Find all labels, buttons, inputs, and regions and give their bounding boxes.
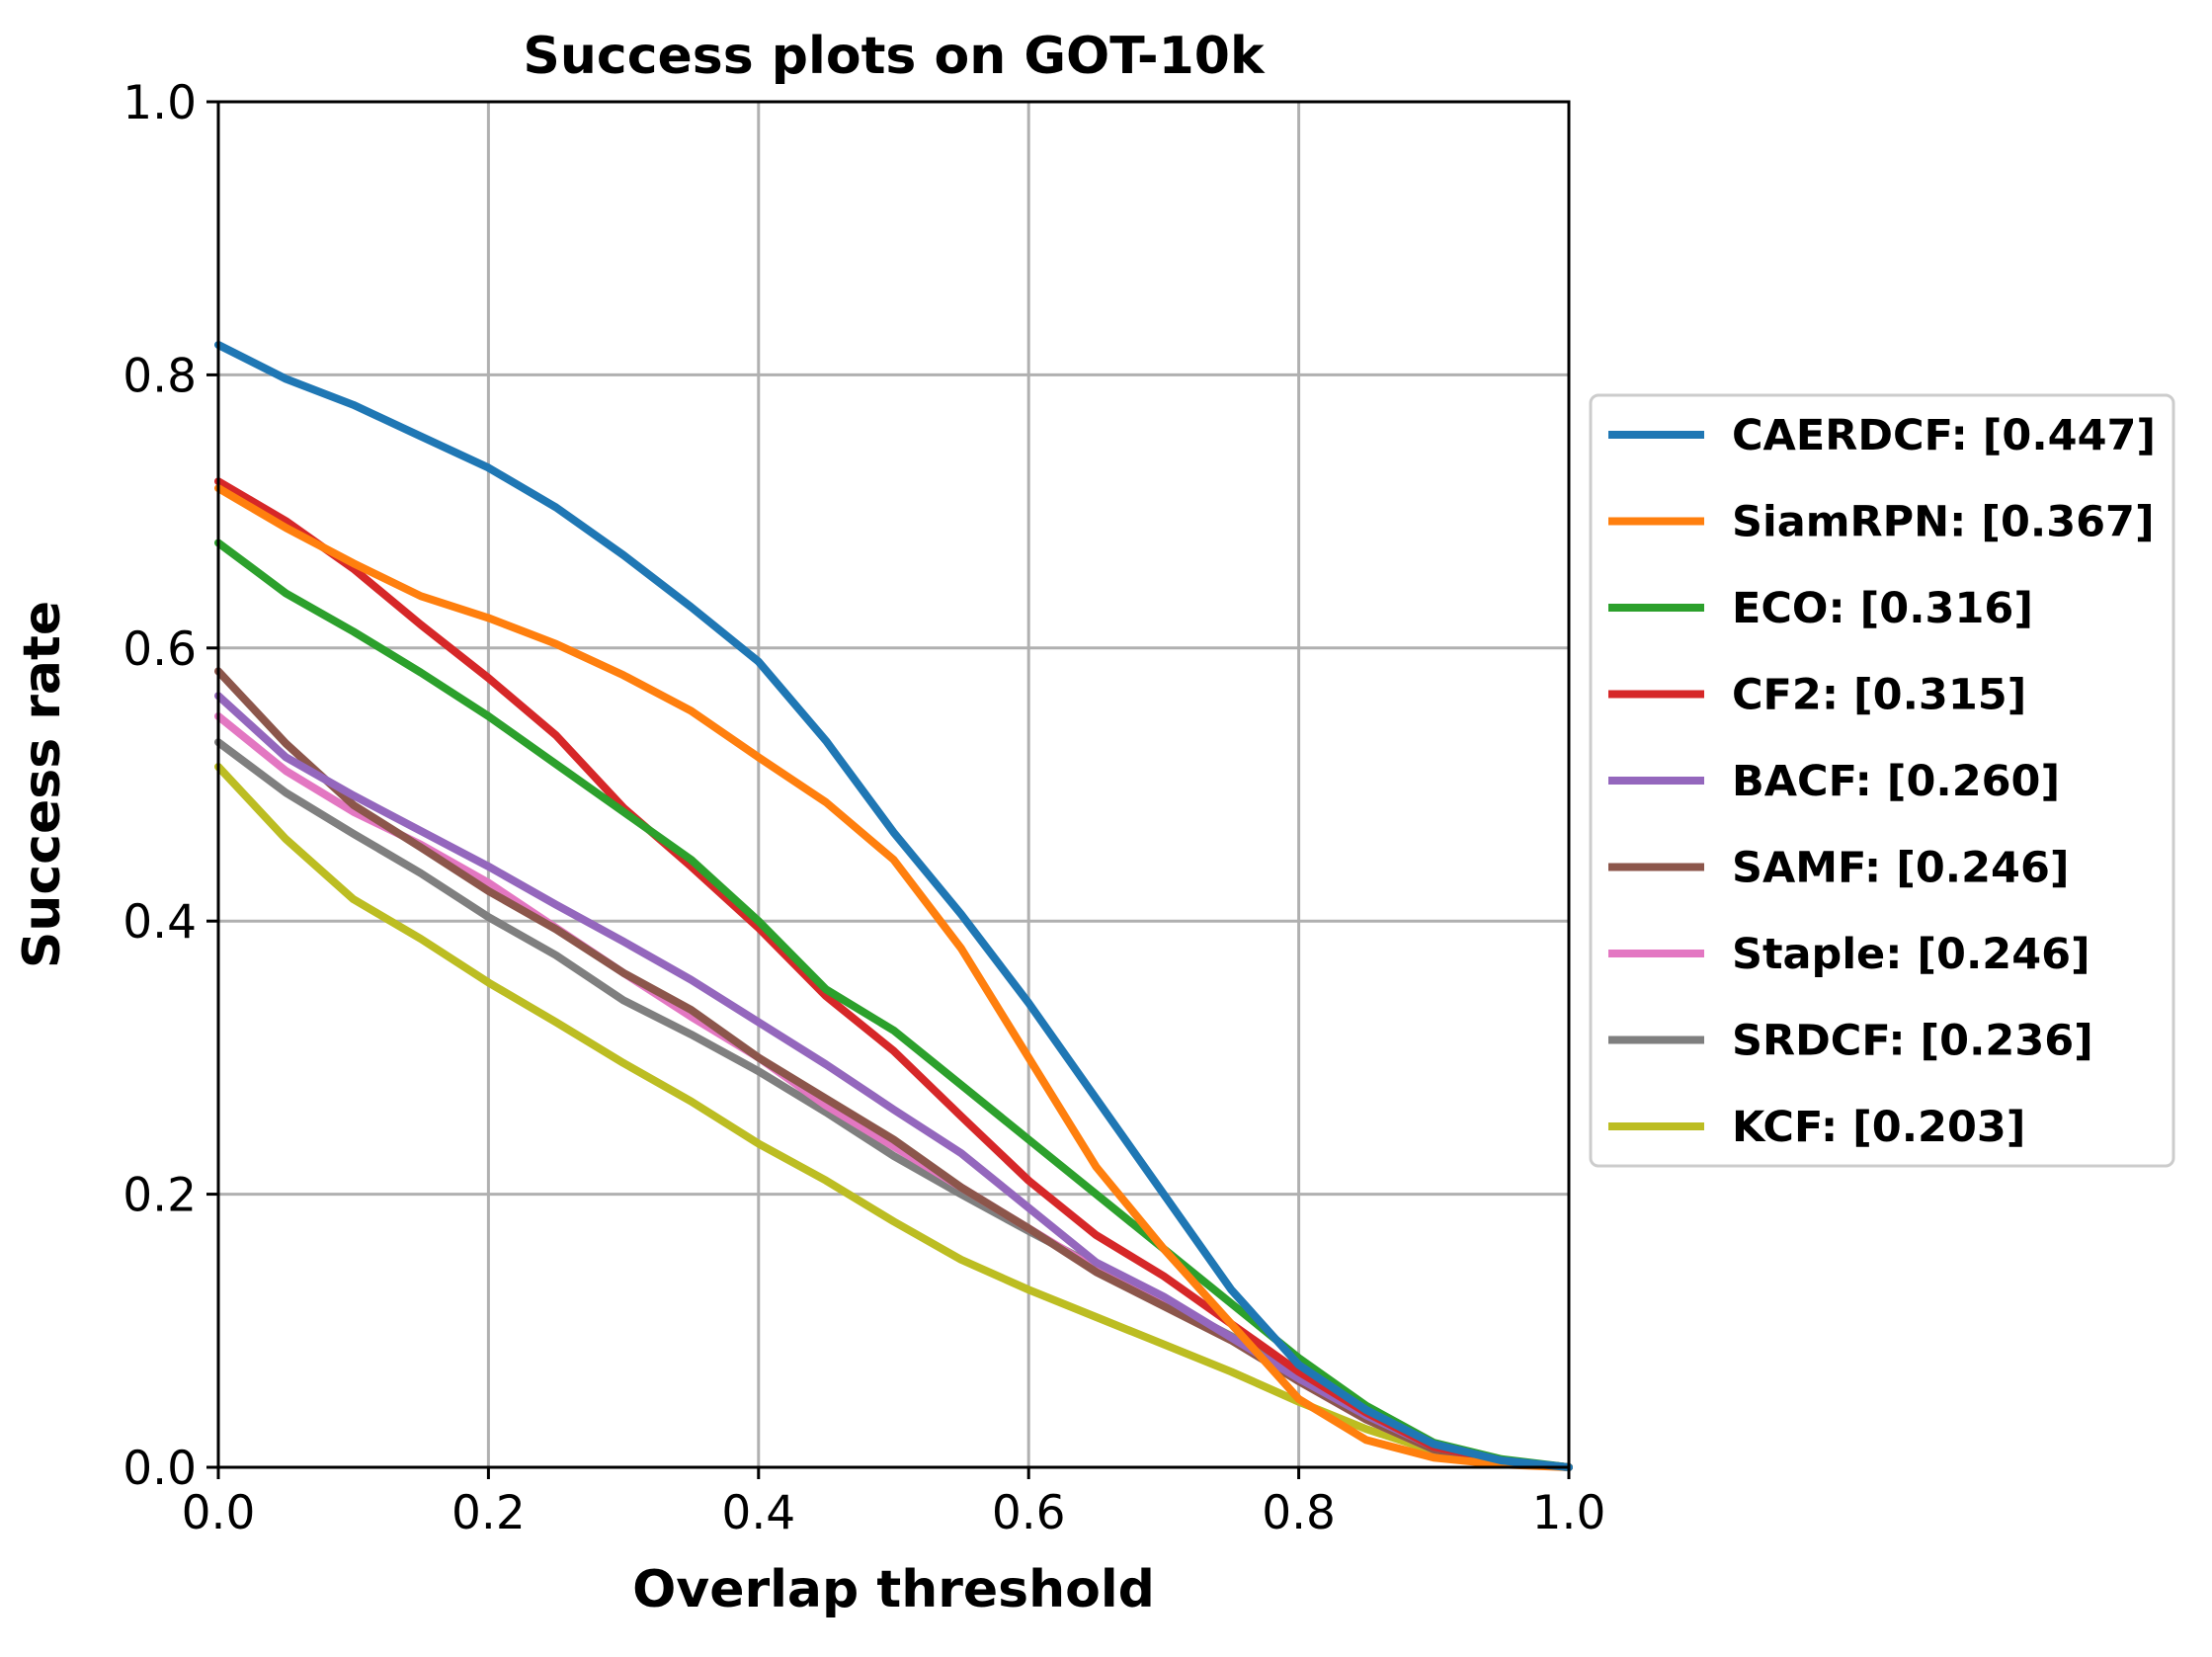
series-line-1 (214, 341, 1573, 1471)
y-tick-label: 0.2 (123, 1169, 197, 1223)
y-tick-label: 0.6 (123, 622, 197, 677)
legend: CAERDCF: [0.447] SiamRPN: [0.367] ECO: [0.… (1589, 393, 2175, 1168)
x-tick-label: 0.0 (182, 1486, 256, 1540)
legend-label: SRDCF: [0.236] (1732, 1017, 2093, 1066)
legend-box (1589, 393, 2175, 1168)
grid-lines (216, 100, 1571, 1469)
plot-frame (216, 100, 1571, 1469)
series-lines (214, 341, 1573, 1471)
y-tick-label: 0.0 (123, 1442, 197, 1496)
x-tick-label: 0.6 (992, 1486, 1066, 1540)
legend-label: CF2: [0.315] (1732, 671, 2026, 720)
x-axis-title: Overlap threshold (632, 1560, 1155, 1619)
legend-label: SiamRPN: [0.367] (1732, 498, 2155, 547)
legend-label: SAMF: [0.246] (1732, 844, 2070, 893)
legend-label: Staple: [0.246] (1732, 930, 2090, 979)
y-tick-label: 0.8 (123, 349, 197, 403)
x-tick-label: 0.2 (451, 1486, 526, 1540)
y-tick-label: 0.4 (123, 895, 197, 950)
legend-label: BACF: [0.260] (1732, 757, 2060, 806)
series-line-3 (214, 539, 1573, 1471)
axis-ticks: 0.0 0.2 0.4 0.6 0.8 1.0 0.0 0.2 0.4 0.6 0.8 1.0 (123, 76, 1605, 1540)
chart-title: Success plots on GOT-10k (523, 27, 1266, 86)
x-tick-label: 0.8 (1262, 1486, 1336, 1540)
legend-label: KCF: [0.203] (1732, 1103, 2025, 1152)
series-line-2 (214, 484, 1573, 1471)
x-tick-label: 1.0 (1532, 1486, 1606, 1540)
x-tick-label: 0.4 (721, 1486, 795, 1540)
series-line-9 (214, 763, 1573, 1471)
y-axis-title: Success rate (13, 601, 72, 968)
legend-label: CAERDCF: [0.447] (1732, 411, 2156, 460)
y-tick-label: 1.0 (123, 76, 197, 130)
legend-label: ECO: [0.316] (1732, 584, 2033, 633)
